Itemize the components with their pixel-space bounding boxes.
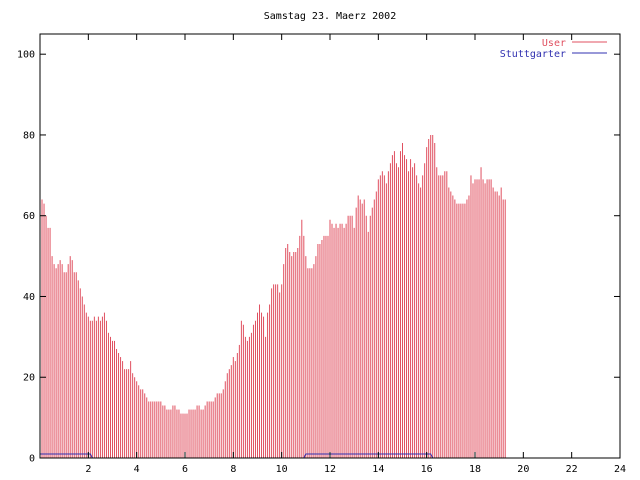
y-tick-label: 40 (23, 292, 35, 303)
y-tick-label: 80 (23, 130, 35, 141)
legend-label-stuttgarter: Stuttgarter (500, 49, 566, 60)
y-tick-label: 20 (23, 373, 35, 384)
legend: User Stuttgarter (500, 38, 607, 60)
user-series-bars (39, 134, 506, 458)
x-axis-ticks: 2 4 6 8 10 12 14 16 18 20 22 24 (85, 34, 626, 475)
y-tick-label: 100 (17, 50, 35, 61)
x-tick-label: 12 (324, 464, 336, 475)
x-tick-label: 2 (85, 464, 91, 475)
x-tick-label: 4 (134, 464, 140, 475)
x-tick-label: 18 (469, 464, 481, 475)
x-tick-label: 14 (372, 464, 384, 475)
y-tick-label: 60 (23, 211, 35, 222)
x-tick-label: 20 (517, 464, 529, 475)
legend-label-user: User (542, 38, 566, 49)
x-tick-label: 8 (230, 464, 236, 475)
y-axis-ticks: 0 20 40 60 80 100 (17, 50, 620, 465)
x-tick-label: 10 (276, 464, 288, 475)
x-tick-label: 6 (182, 464, 188, 475)
chart-title: Samstag 23. Maerz 2002 (264, 11, 396, 22)
y-tick-label: 0 (29, 454, 35, 465)
x-tick-label: 24 (614, 464, 626, 475)
x-tick-label: 16 (421, 464, 433, 475)
x-tick-label: 22 (566, 464, 578, 475)
